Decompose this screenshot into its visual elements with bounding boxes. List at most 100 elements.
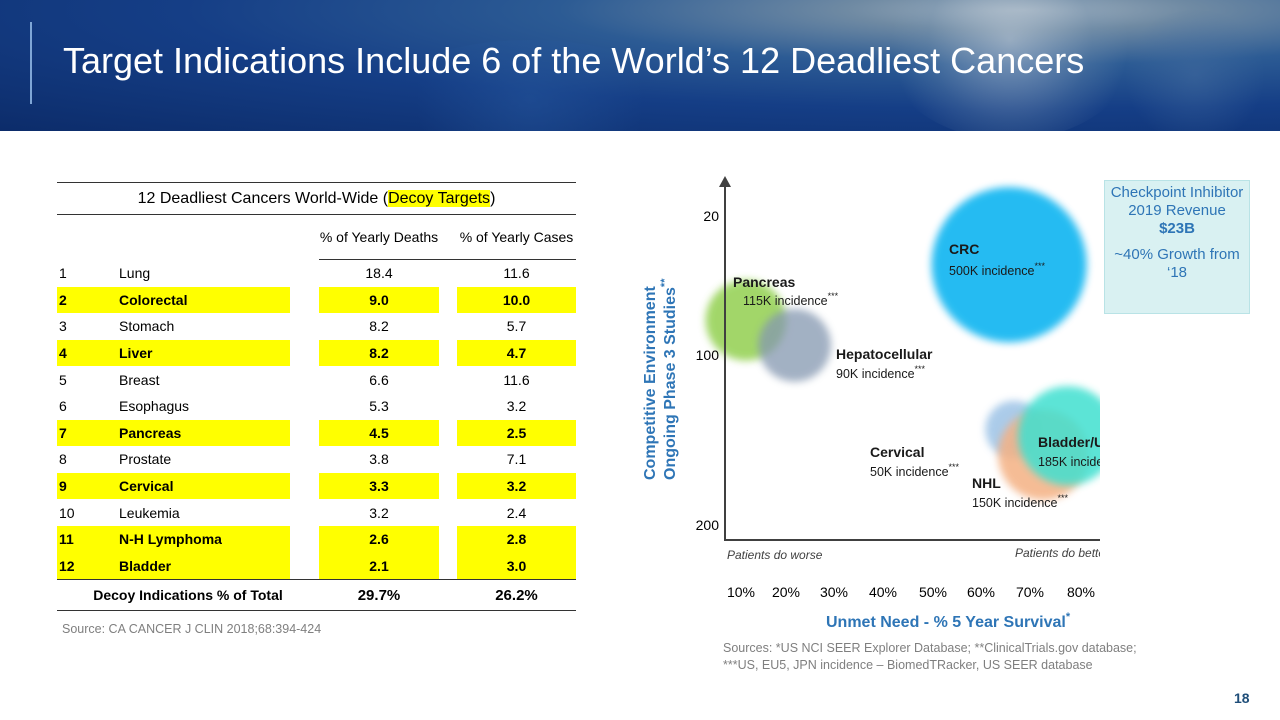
- row-cases: 2.4: [506, 504, 527, 521]
- row-rank: 1: [59, 265, 67, 282]
- bubble-incidence: 50K incidence***: [870, 462, 960, 479]
- table-row: 8 Prostate 3.8 7.1: [57, 446, 576, 473]
- row-name: Prostate: [119, 451, 172, 468]
- table-row: 11 N-H Lymphoma 2.6 2.8: [57, 525, 576, 553]
- table-row: 2 Colorectal 9.0 10.0: [57, 286, 576, 314]
- bubble-label: Bladder/Urinary Tract: [1038, 434, 1100, 450]
- table-row: 9 Cervical 3.3 3.2: [57, 472, 576, 500]
- row-cases: 11.6: [503, 265, 530, 282]
- deadliest-cancers-table: 12 Deadliest Cancers World-Wide (Decoy T…: [57, 182, 576, 612]
- bubble-label: Cervical: [870, 444, 924, 460]
- page-title: Target Indications Include 6 of the Worl…: [63, 40, 1085, 81]
- decoy-targets-highlight: Decoy Targets: [388, 189, 491, 207]
- row-name: Esophagus: [119, 398, 190, 415]
- bubble-incidence: 185K incidence***: [1038, 452, 1100, 469]
- row-name: N-H Lymphoma: [119, 525, 290, 553]
- row-rank: 2: [57, 286, 119, 314]
- table-row: 5 Breast 6.6 11.6: [57, 366, 576, 393]
- row-rank: 4: [57, 339, 119, 367]
- row-cases: 3.0: [457, 552, 576, 580]
- row-deaths: 3.3: [319, 472, 439, 500]
- row-rank: 3: [59, 318, 67, 335]
- row-cases: 2.5: [457, 419, 576, 447]
- row-cases: 3.2: [506, 398, 527, 415]
- row-cases: 10.0: [457, 286, 576, 314]
- x-note-right: Patients do better: [1015, 546, 1100, 560]
- row-name: Leukemia: [119, 504, 180, 521]
- y-axis-arrow: [719, 176, 731, 187]
- total-row: Decoy Indications % of Total 29.7% 26.2%: [57, 579, 576, 612]
- row-name: Stomach: [119, 318, 175, 335]
- row-rank: 5: [59, 371, 67, 388]
- row-cases: 3.2: [457, 472, 576, 500]
- row-name: Lung: [119, 265, 151, 282]
- row-deaths: 8.2: [369, 318, 389, 335]
- total-cases: 26.2%: [457, 579, 576, 612]
- bokeh-glow: [380, 40, 680, 131]
- bubble-crc: [931, 187, 1087, 343]
- bubble-incidence: 150K incidence***: [972, 493, 1068, 510]
- bubble-incidence: 90K incidence***: [836, 364, 926, 381]
- row-deaths: 9.0: [319, 286, 439, 314]
- callout-value: $23B: [1159, 220, 1195, 237]
- row-rank: 7: [57, 419, 119, 447]
- row-cases: 2.8: [457, 525, 576, 553]
- bubble-hepatocellular: [758, 308, 831, 382]
- header-banner: Target Indications Include 6 of the Worl…: [0, 0, 1280, 131]
- row-deaths: 6.6: [369, 371, 389, 388]
- svg-text:Competitive Environment: Competitive Environment: [642, 286, 659, 480]
- row-deaths: 3.8: [369, 451, 389, 468]
- x-axis-title: Unmet Need - % 5 Year Survival*: [826, 611, 1071, 631]
- x-tick-label: 40%: [869, 584, 897, 600]
- callout-line1: Checkpoint Inhibitor 2019 Revenue: [1110, 184, 1244, 219]
- bokeh-glow: [1120, 10, 1270, 131]
- row-name: Cervical: [119, 472, 290, 500]
- row-deaths: 8.2: [319, 339, 439, 367]
- source-line: ***US, EU5, JPN incidence – BiomedTRacke…: [723, 658, 1093, 672]
- row-rank: 8: [59, 451, 67, 468]
- table-row: 3 Stomach 8.2 5.7: [57, 313, 576, 340]
- y-tick-label: 100: [696, 347, 720, 363]
- row-deaths: 3.2: [369, 504, 389, 521]
- row-name: Breast: [119, 371, 160, 388]
- row-cases: 7.1: [506, 451, 527, 468]
- row-deaths: 4.5: [319, 419, 439, 447]
- row-deaths: 18.4: [365, 265, 393, 282]
- table-caption: 12 Deadliest Cancers World-Wide (Decoy T…: [57, 182, 576, 215]
- bubble-incidence: 115K incidence***: [743, 291, 839, 308]
- table-row: 4 Liver 8.2 4.7: [57, 339, 576, 367]
- bubble-bladder-urinary-tract: [1018, 386, 1100, 486]
- row-rank: 11: [57, 525, 119, 553]
- row-name: Colorectal: [119, 286, 290, 314]
- col-header-deaths: % of Yearly Deaths: [319, 214, 439, 260]
- row-deaths: 2.6: [319, 525, 439, 553]
- row-cases: 5.7: [506, 318, 527, 335]
- row-deaths: 2.1: [319, 552, 439, 580]
- bubble-incidence: 500K incidence***: [949, 261, 1045, 278]
- y-tick-label: 200: [696, 517, 720, 533]
- x-tick-label: 10%: [727, 584, 755, 600]
- table-row: 6 Esophagus 5.3 3.2: [57, 393, 576, 420]
- row-deaths: 5.3: [369, 398, 389, 415]
- row-cases: 4.7: [457, 339, 576, 367]
- table-row: 7 Pancreas 4.5 2.5: [57, 419, 576, 447]
- row-rank: 12: [57, 552, 119, 580]
- x-note-left: Patients do worse: [727, 548, 823, 562]
- checkpoint-inhibitor-callout: Checkpoint Inhibitor 2019 Revenue $23B ~…: [1104, 180, 1250, 314]
- callout-line2: ~40% Growth from ‘18: [1114, 246, 1240, 281]
- header-accent-line: [30, 22, 32, 104]
- chart-sources: Sources: *US NCI SEER Explorer Database;…: [723, 640, 1137, 674]
- row-name: Pancreas: [119, 419, 290, 447]
- row-rank: 10: [59, 504, 75, 521]
- row-name: Bladder: [119, 552, 290, 580]
- bokeh-glow: [880, 0, 1140, 131]
- bubble-label: NHL: [972, 475, 1001, 491]
- source-line: Sources: *US NCI SEER Explorer Database;…: [723, 641, 1137, 655]
- bubble-label: Pancreas: [733, 274, 795, 290]
- bubble-label: CRC: [949, 241, 979, 257]
- y-axis-title: Competitive Environment Ongoing Phase 3 …: [642, 278, 679, 480]
- x-tick-label: 60%: [967, 584, 995, 600]
- total-label: Decoy Indications % of Total: [57, 579, 319, 612]
- bubble-label: Hepatocellular: [836, 346, 933, 362]
